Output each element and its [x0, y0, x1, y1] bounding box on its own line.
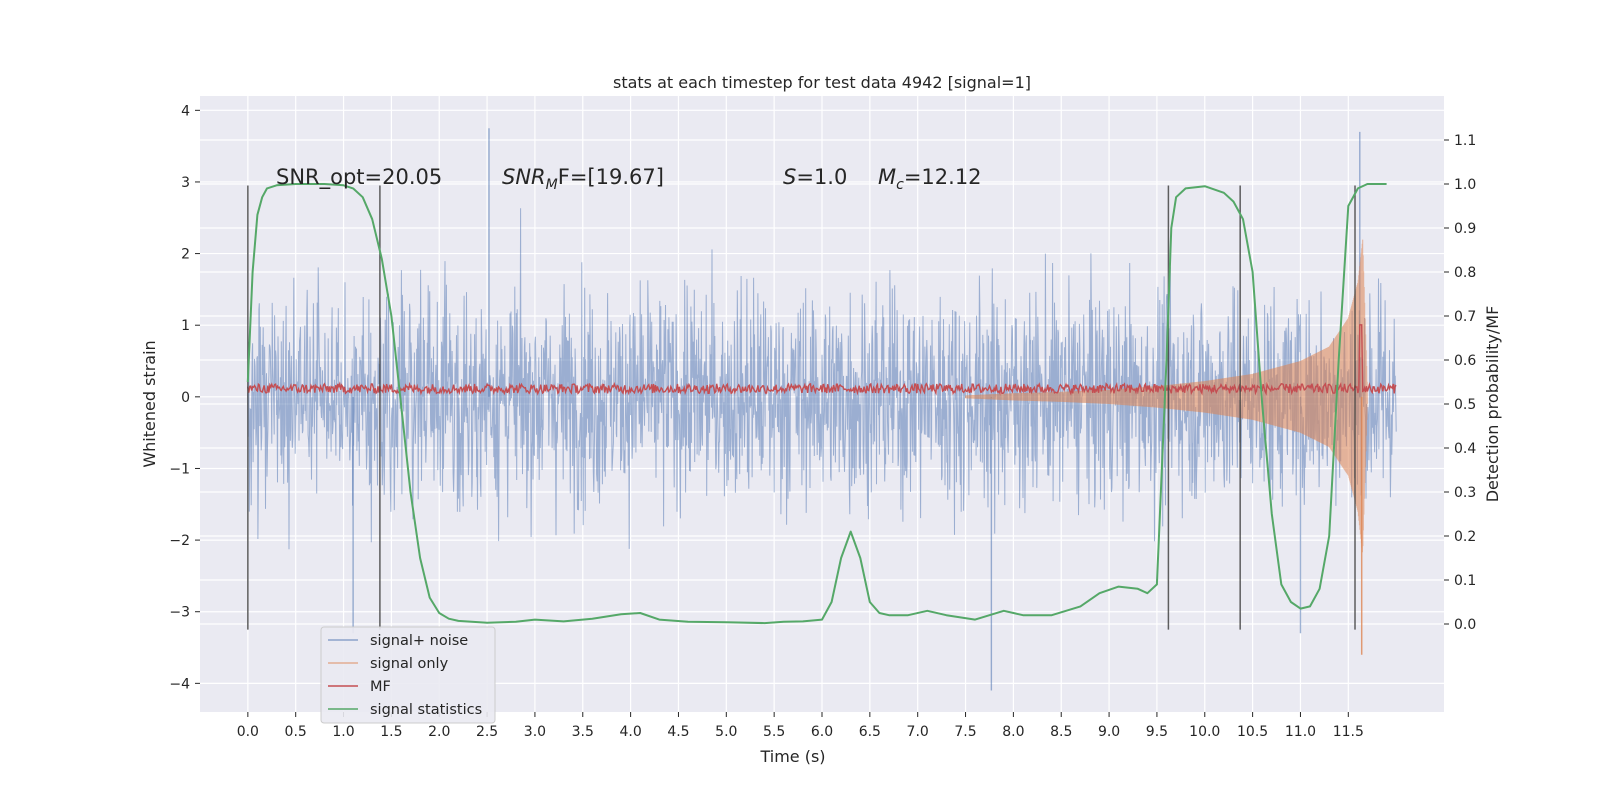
chart-title: stats at each timestep for test data 494… — [613, 73, 1031, 92]
x-tick-label: 6.0 — [811, 724, 833, 740]
y-tick-label: 2 — [181, 247, 190, 263]
x-tick-label: 3.0 — [524, 724, 546, 740]
legend-label-signal-only: signal only — [370, 656, 449, 672]
y-tick-label: −1 — [169, 461, 190, 477]
y-tick-label: 1 — [181, 318, 190, 334]
signal-statistics-line — [246, 183, 1387, 625]
signal-statistics-series — [246, 183, 1387, 625]
y-tick-label: −2 — [169, 533, 190, 549]
axes-text: 0.0 0.5 1.0 1.5 2.0 2.5 3.0 3.5 4.0 4.5 5.0 5.5 6.0 6… — [169, 103, 1476, 740]
annotation-mc: Mc=12.12 — [878, 165, 982, 193]
x-tick-label: 0.0 — [237, 724, 259, 740]
legend-label-signal-statistics: signal statistics — [370, 702, 482, 718]
x-tick-label: 1.5 — [380, 724, 402, 740]
x-tick-label: 9.5 — [1146, 724, 1168, 740]
x-tick-label: 10.0 — [1189, 724, 1220, 740]
grid — [200, 96, 1444, 712]
signal-only-series — [965, 239, 1368, 655]
x-tick-label: 2.0 — [428, 724, 450, 740]
signal-only-line — [965, 239, 1368, 553]
x-tick-label: 4.5 — [667, 724, 689, 740]
mf-line — [247, 324, 1397, 396]
x-axis-label: Time (s) — [759, 747, 825, 766]
x-tick-label: 6.5 — [859, 724, 881, 740]
x-tick-label: 3.5 — [572, 724, 594, 740]
y-tick-label: −4 — [169, 676, 190, 692]
legend-box — [320, 626, 496, 724]
y2-tick-label: 0.1 — [1454, 573, 1476, 589]
annotation-s-name: S — [783, 165, 796, 189]
y-tick-label: 4 — [181, 103, 190, 119]
x-tick-label: 10.5 — [1237, 724, 1268, 740]
annotation-mc-sub: c — [896, 177, 904, 193]
signal-noise-line — [247, 208, 1397, 550]
x-tick-label: 11.5 — [1333, 724, 1364, 740]
legend-label-mf: MF — [370, 679, 391, 695]
annotation-snr-mf-value: F=[19.67] — [558, 165, 664, 189]
y2-tick-label: 0.3 — [1454, 485, 1476, 501]
y2-tick-label: 0.7 — [1454, 309, 1476, 325]
y2-tick-label: 0.9 — [1454, 221, 1476, 237]
y-tick-label: 3 — [181, 175, 190, 191]
annotation-s: S=1.0 — [783, 165, 847, 189]
y2-axis-label: Detection probability/MF — [1483, 306, 1502, 503]
x-tick-label: 7.5 — [954, 724, 976, 740]
annotation-mc-value: =12.12 — [904, 165, 982, 189]
x-tick-label: 2.5 — [476, 724, 498, 740]
x-tick-label: 9.0 — [1098, 724, 1120, 740]
y2-tick-label: 1.1 — [1454, 133, 1476, 149]
annotation-snr-opt: SNR_opt=20.05 — [276, 165, 442, 190]
x-tick-label: 7.0 — [907, 724, 929, 740]
y2-tick-label: 0.2 — [1454, 529, 1476, 545]
annotation-snr-mf-sub: M — [546, 177, 558, 193]
x-tick-label: 11.0 — [1285, 724, 1316, 740]
y2-tick-label: 0.8 — [1454, 265, 1476, 281]
annotation-snr-mf: SNRMF=[19.67] — [502, 165, 664, 193]
y2-tick-label: 0.6 — [1454, 353, 1476, 369]
y2-tick-label: 1.0 — [1454, 177, 1476, 193]
legend: signal+ noise signal only MF signal stat… — [320, 626, 496, 724]
y-tick-label: −3 — [169, 605, 190, 621]
x-tick-label: 8.0 — [1002, 724, 1024, 740]
annotation-snr-mf-name: SNR — [502, 165, 546, 189]
y2-tick-label: 0.5 — [1454, 397, 1476, 413]
y2-tick-label: 0.4 — [1454, 441, 1476, 457]
x-tick-label: 4.0 — [619, 724, 641, 740]
x-tick-label: 5.0 — [715, 724, 737, 740]
x-tick-label: 1.0 — [332, 724, 354, 740]
y-axis-label: Whitened strain — [140, 340, 159, 467]
vertical-markers — [247, 185, 1356, 630]
y-tick-label: 0 — [181, 390, 190, 406]
x-tick-label: 5.5 — [763, 724, 785, 740]
annotation-s-value: =1.0 — [796, 165, 847, 189]
annotation-mc-name: M — [878, 165, 896, 189]
y2-tick-label: 0.0 — [1454, 617, 1476, 633]
legend-label-signal-noise: signal+ noise — [370, 633, 468, 649]
x-tick-label: 8.5 — [1050, 724, 1072, 740]
mf-series — [247, 324, 1397, 396]
x-tick-label: 0.5 — [285, 724, 307, 740]
